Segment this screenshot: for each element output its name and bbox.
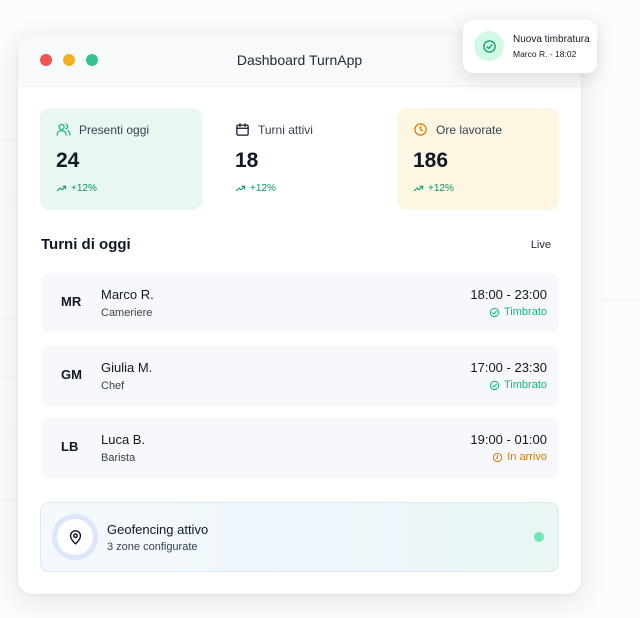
trending-up-icon — [413, 185, 424, 192]
shift-row[interactable]: GM Giulia M. Chef 17:00 - 23:30 Timbrato — [41, 346, 559, 406]
employee-name: Marco R. — [101, 287, 154, 302]
shift-time: 19:00 - 01:00 — [470, 432, 547, 447]
geofencing-title: Geofencing attivo — [107, 522, 209, 537]
stat-label: Ore lavorate — [436, 122, 503, 137]
geofencing-icon-bg — [57, 519, 93, 555]
stat-trend: +12% — [428, 183, 454, 194]
clock-icon — [414, 123, 427, 136]
stat-card-present[interactable]: Presenti oggi 24 +12% — [40, 108, 202, 210]
shift-row[interactable]: MR Marco R. Cameriere 18:00 - 23:00 Timb… — [41, 273, 559, 333]
employee-role: Cameriere — [101, 307, 153, 319]
stat-value: 18 — [235, 149, 259, 172]
clock-icon — [493, 452, 503, 462]
calendar-icon — [236, 123, 249, 136]
trending-up-icon — [56, 185, 67, 192]
app-window: Dashboard TurnApp Presenti oggi 24 +12% … — [18, 36, 581, 594]
geofencing-subtitle: 3 zone configurate — [107, 541, 198, 553]
avatar: MR — [61, 294, 82, 309]
status-badge: In arrivo — [492, 451, 547, 463]
users-icon — [56, 123, 71, 136]
avatar: GM — [61, 367, 82, 382]
map-pin-icon — [69, 529, 81, 545]
employee-role: Chef — [101, 380, 125, 392]
stat-value: 186 — [413, 149, 449, 172]
employee-name: Giulia M. — [101, 360, 153, 375]
employee-role: Barista — [101, 452, 136, 464]
status-label: Timbrato — [504, 306, 547, 318]
shifts-section-title: Turni di oggi — [41, 236, 131, 253]
toast-subtitle: Marco R. - 18:02 — [513, 49, 577, 59]
status-badge: Timbrato — [489, 379, 547, 391]
employee-name: Luca B. — [101, 432, 146, 447]
status-badge: Timbrato — [489, 306, 547, 318]
stat-label: Presenti oggi — [79, 122, 150, 137]
window-title: Dashboard TurnApp — [236, 52, 363, 68]
trending-up-icon — [235, 185, 246, 192]
stat-card-active-shifts[interactable]: Turni attivi 18 +12% — [219, 108, 381, 210]
stat-trend: +12% — [250, 183, 276, 194]
shift-time: 17:00 - 23:30 — [470, 360, 547, 375]
toast-title: Nuova timbratura — [513, 34, 590, 45]
shift-time: 18:00 - 23:00 — [470, 287, 547, 302]
stat-trend: +12% — [71, 183, 97, 194]
live-indicator: Live — [530, 239, 551, 251]
minimize-window-button[interactable] — [63, 54, 75, 66]
maximize-window-button[interactable] — [86, 54, 98, 66]
toast-icon-bg — [474, 31, 504, 61]
geofencing-icon-ring — [52, 514, 98, 560]
active-status-dot — [534, 532, 544, 542]
stat-value: 24 — [56, 149, 80, 172]
geofencing-card[interactable]: Geofencing attivo 3 zone configurate — [40, 502, 559, 572]
check-circle-icon — [489, 307, 500, 317]
check-circle-icon — [489, 380, 500, 390]
stat-card-hours[interactable]: Ore lavorate 186 +12% — [397, 108, 559, 210]
close-window-button[interactable] — [40, 54, 52, 66]
stat-label: Turni attivi — [258, 122, 313, 137]
avatar: LB — [61, 439, 79, 454]
shift-row[interactable]: LB Luca B. Barista 19:00 - 01:00 In arri… — [41, 418, 559, 478]
status-label: In arrivo — [507, 451, 547, 463]
notification-toast[interactable]: Nuova timbratura Marco R. - 18:02 — [463, 20, 597, 73]
status-label: Timbrato — [504, 379, 547, 391]
check-circle-icon — [482, 39, 496, 53]
